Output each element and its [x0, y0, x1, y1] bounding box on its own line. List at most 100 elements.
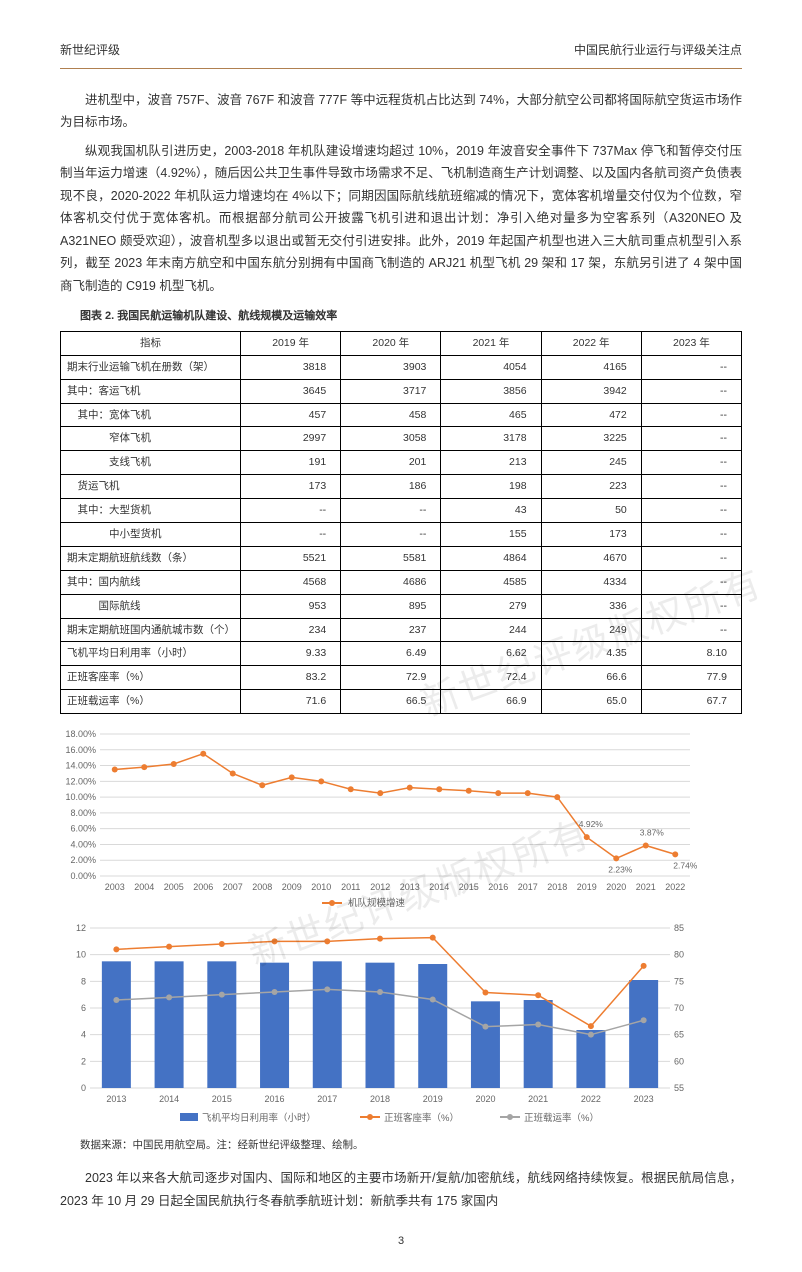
svg-text:2019: 2019 — [423, 1094, 443, 1104]
svg-text:2016: 2016 — [488, 882, 508, 892]
row-value: -- — [641, 546, 741, 570]
row-value: 249 — [541, 618, 641, 642]
row-value: 244 — [441, 618, 541, 642]
paragraph-2: 纵观我国机队引进历史，2003-2018 年机队建设增速均超过 10%，2019… — [60, 140, 742, 298]
svg-text:0.00%: 0.00% — [70, 871, 96, 881]
row-label: 中小型货机 — [61, 523, 241, 547]
svg-text:75: 75 — [674, 976, 684, 986]
row-value: -- — [641, 451, 741, 475]
table-row: 其中：客运飞机3645371738563942-- — [61, 379, 742, 403]
table-col-header: 2021 年 — [441, 331, 541, 355]
row-value: 173 — [541, 523, 641, 547]
row-value: -- — [641, 618, 741, 642]
row-value: 465 — [441, 403, 541, 427]
row-value: 201 — [341, 451, 441, 475]
utilization-load-chart: 0246810125560657075808520132014201520162… — [60, 920, 700, 1130]
row-value: 279 — [441, 594, 541, 618]
svg-text:2004: 2004 — [134, 882, 154, 892]
row-label: 其中：宽体飞机 — [61, 403, 241, 427]
table-row: 其中：宽体飞机457458465472-- — [61, 403, 742, 427]
row-label: 正班载运率（%） — [61, 690, 241, 714]
table-row: 中小型货机----155173-- — [61, 523, 742, 547]
row-value: 65.0 — [541, 690, 641, 714]
row-value: 4864 — [441, 546, 541, 570]
svg-text:飞机平均日利用率（小时）: 飞机平均日利用率（小时） — [202, 1112, 316, 1124]
row-label: 支线飞机 — [61, 451, 241, 475]
svg-text:2008: 2008 — [252, 882, 272, 892]
row-value: 67.7 — [641, 690, 741, 714]
row-value: 6.49 — [341, 642, 441, 666]
row-value: 66.5 — [341, 690, 441, 714]
paragraph-3: 2023 年以来各大航司逐步对国内、国际和地区的主要市场新开/复航/加密航线，航… — [60, 1167, 742, 1212]
table-row: 货运飞机173186198223-- — [61, 475, 742, 499]
row-value: 43 — [441, 499, 541, 523]
svg-text:10: 10 — [76, 950, 86, 960]
svg-text:2020: 2020 — [475, 1094, 495, 1104]
row-value: 5521 — [241, 546, 341, 570]
row-label: 期末定期航班航线数（条） — [61, 546, 241, 570]
table-col-header: 指标 — [61, 331, 241, 355]
row-value: 4670 — [541, 546, 641, 570]
row-label: 期末行业运输飞机在册数（架） — [61, 355, 241, 379]
row-label: 正班客座率（%） — [61, 666, 241, 690]
svg-text:机队规模增速: 机队规模增速 — [348, 897, 406, 909]
table-row: 其中：国内航线4568468645854334-- — [61, 570, 742, 594]
svg-text:2017: 2017 — [518, 882, 538, 892]
row-value: 3058 — [341, 427, 441, 451]
svg-text:2.23%: 2.23% — [608, 865, 633, 875]
fleet-growth-chart: 0.00%2.00%4.00%6.00%8.00%10.00%12.00%14.… — [60, 724, 700, 914]
row-value: 3818 — [241, 355, 341, 379]
row-value: 4.35 — [541, 642, 641, 666]
svg-text:2015: 2015 — [212, 1094, 232, 1104]
row-value: 4585 — [441, 570, 541, 594]
row-label: 窄体飞机 — [61, 427, 241, 451]
svg-text:2005: 2005 — [164, 882, 184, 892]
table-row: 期末定期航班航线数（条）5521558148644670-- — [61, 546, 742, 570]
row-value: 72.4 — [441, 666, 541, 690]
row-label: 货运飞机 — [61, 475, 241, 499]
row-value: -- — [241, 499, 341, 523]
row-value: 8.10 — [641, 642, 741, 666]
table-row: 期末定期航班国内通航城市数（个）234237244249-- — [61, 618, 742, 642]
table-title: 图表 2. 我国民航运输机队建设、航线规模及运输效率 — [80, 307, 742, 327]
row-value: -- — [641, 594, 741, 618]
row-value: 5581 — [341, 546, 441, 570]
svg-text:2014: 2014 — [429, 882, 449, 892]
row-value: 83.2 — [241, 666, 341, 690]
paragraph-1: 进机型中，波音 757F、波音 767F 和波音 777F 等中远程货机占比达到… — [60, 89, 742, 134]
row-value: 6.62 — [441, 642, 541, 666]
chart-1-container: 0.00%2.00%4.00%6.00%8.00%10.00%12.00%14.… — [60, 724, 742, 914]
row-value: 186 — [341, 475, 441, 499]
row-label: 其中：国内航线 — [61, 570, 241, 594]
row-value: 3903 — [341, 355, 441, 379]
table-row: 支线飞机191201213245-- — [61, 451, 742, 475]
row-value: -- — [341, 499, 441, 523]
row-value: -- — [641, 570, 741, 594]
table-col-header: 2019 年 — [241, 331, 341, 355]
row-value: 155 — [441, 523, 541, 547]
table-col-header: 2023 年 — [641, 331, 741, 355]
svg-text:70: 70 — [674, 1003, 684, 1013]
row-value: 245 — [541, 451, 641, 475]
svg-text:60: 60 — [674, 1056, 684, 1066]
svg-text:2003: 2003 — [105, 882, 125, 892]
svg-text:2009: 2009 — [282, 882, 302, 892]
svg-text:2014: 2014 — [159, 1094, 179, 1104]
svg-text:2.74%: 2.74% — [673, 861, 698, 871]
row-value: 4054 — [441, 355, 541, 379]
svg-text:10.00%: 10.00% — [65, 792, 96, 802]
svg-text:2020: 2020 — [606, 882, 626, 892]
svg-text:2: 2 — [81, 1056, 86, 1066]
row-value: -- — [641, 499, 741, 523]
svg-text:85: 85 — [674, 923, 684, 933]
page-number: 3 — [60, 1232, 742, 1252]
row-value: -- — [641, 403, 741, 427]
data-table: 指标2019 年2020 年2021 年2022 年2023 年 期末行业运输飞… — [60, 331, 742, 714]
table-row: 飞机平均日利用率（小时）9.336.496.624.358.10 — [61, 642, 742, 666]
row-value: -- — [341, 523, 441, 547]
row-label: 飞机平均日利用率（小时） — [61, 642, 241, 666]
row-value: 3178 — [441, 427, 541, 451]
row-value: -- — [641, 475, 741, 499]
table-row: 窄体飞机2997305831783225-- — [61, 427, 742, 451]
svg-text:12: 12 — [76, 923, 86, 933]
